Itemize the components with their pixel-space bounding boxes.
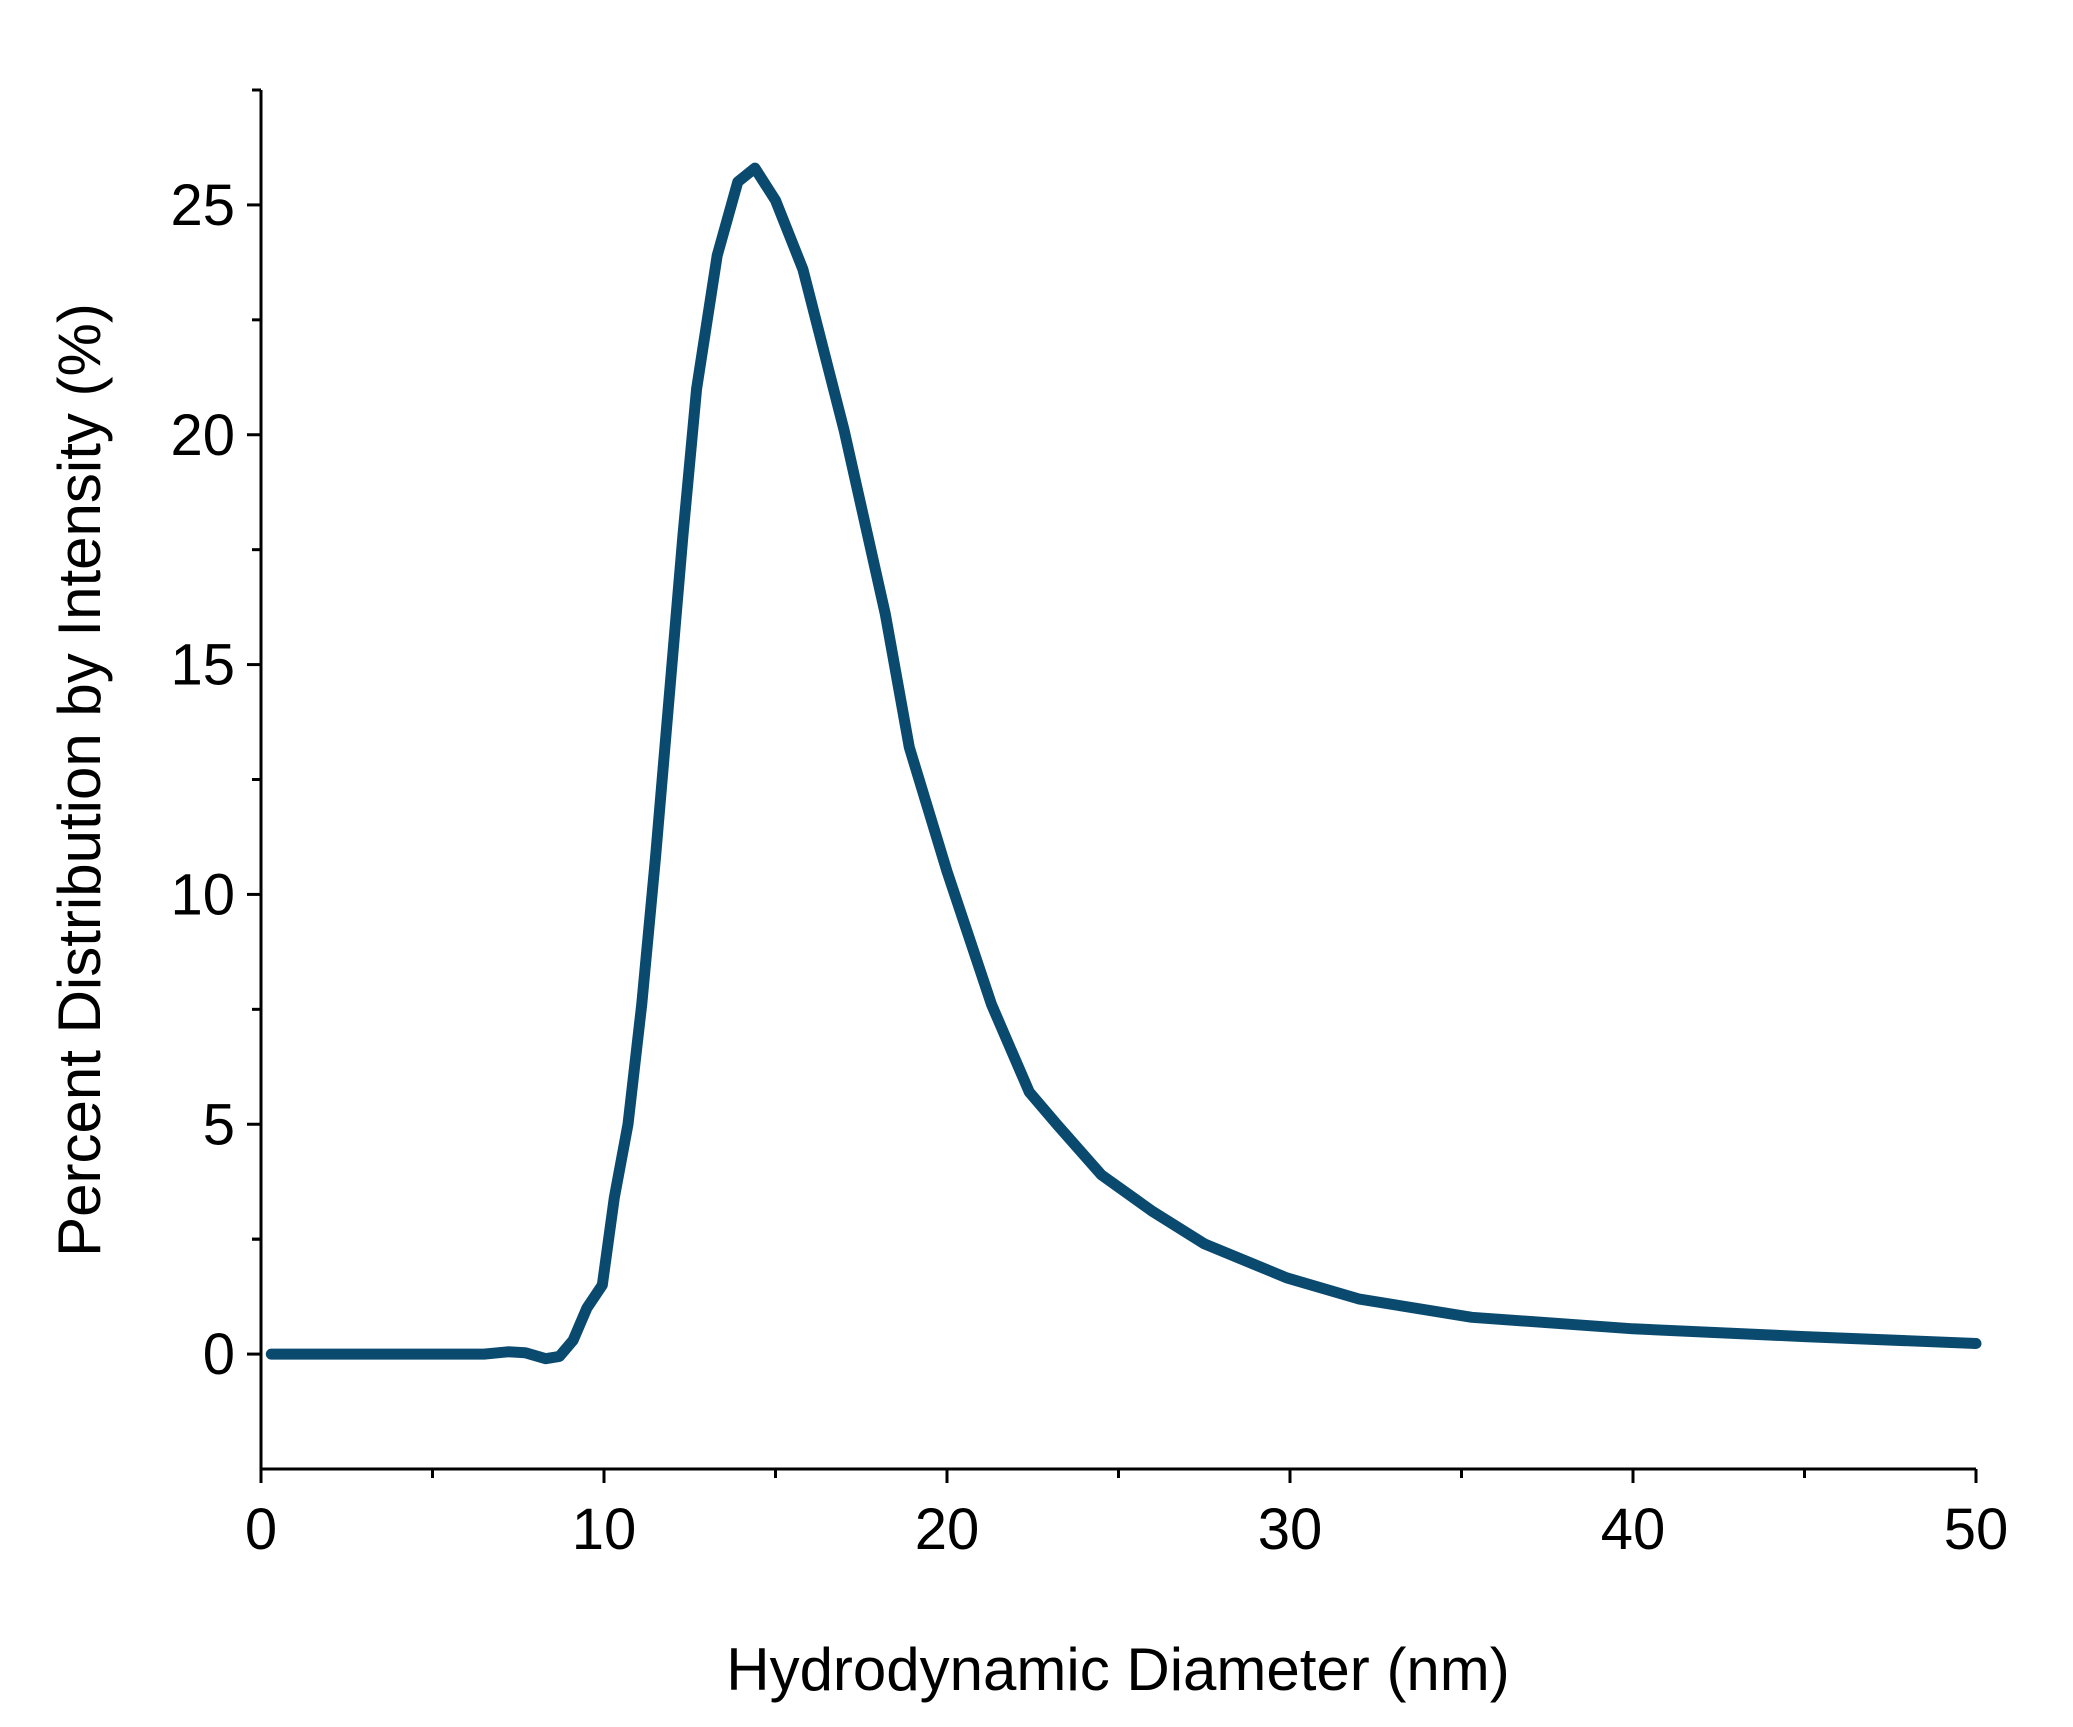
- y-axis-title: Percent Distribution by Intensity (%): [46, 303, 113, 1257]
- x-tick-label: 20: [915, 1497, 980, 1562]
- y-tick-label: 10: [170, 862, 235, 927]
- x-axis-title: Hydrodynamic Diameter (nm): [726, 1636, 1510, 1703]
- x-tick-label: 40: [1601, 1497, 1666, 1562]
- y-tick-label: 20: [170, 403, 235, 468]
- x-tick-label: 0: [245, 1497, 277, 1562]
- y-tick-label: 15: [170, 633, 235, 698]
- y-tick-label: 25: [170, 173, 235, 238]
- y-tick-label: 5: [203, 1092, 235, 1157]
- x-tick-label: 30: [1258, 1497, 1323, 1562]
- x-tick-label: 10: [572, 1497, 637, 1562]
- y-tick-label: 0: [203, 1322, 235, 1387]
- data-line: [265, 162, 1982, 1365]
- x-tick-label: 50: [1944, 1497, 2009, 1562]
